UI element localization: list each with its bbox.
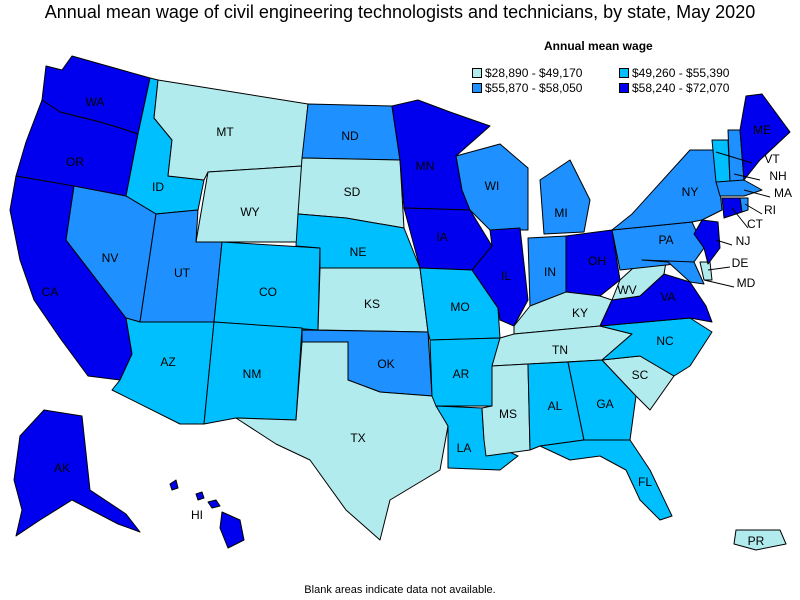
- state-label-NJ: NJ: [736, 234, 751, 248]
- state-label-TX: TX: [350, 431, 365, 445]
- state-label-IA: IA: [436, 230, 447, 244]
- state-label-WA: WA: [86, 95, 105, 109]
- state-label-VT: VT: [764, 152, 780, 166]
- footnote: Blank areas indicate data not available.: [304, 584, 496, 596]
- state-DE[interactable]: [699, 261, 713, 281]
- state-NJ[interactable]: [693, 219, 721, 265]
- state-NY[interactable]: [611, 149, 723, 231]
- state-label-CT: CT: [747, 217, 764, 231]
- state-label-MO: MO: [450, 300, 469, 314]
- state-WY[interactable]: [195, 165, 303, 243]
- state-label-LA: LA: [457, 441, 472, 455]
- state-label-OH: OH: [588, 254, 606, 268]
- state-label-OK: OK: [377, 357, 394, 371]
- state-label-TN: TN: [552, 343, 568, 357]
- state-label-CO: CO: [259, 285, 277, 299]
- state-label-MT: MT: [216, 125, 234, 139]
- legend-title: Annual mean wage: [544, 39, 653, 53]
- state-label-NH: NH: [769, 169, 786, 183]
- state-label-FL: FL: [638, 475, 652, 489]
- state-label-MD: MD: [737, 276, 756, 290]
- legend-label-1: $28,890 - $49,170: [485, 66, 583, 80]
- state-label-MS: MS: [499, 407, 517, 421]
- state-label-SD: SD: [344, 185, 361, 199]
- nj-leader-line: [715, 239, 733, 246]
- state-label-ND: ND: [341, 129, 359, 143]
- state-label-PA: PA: [658, 233, 673, 247]
- state-IL[interactable]: [471, 227, 529, 327]
- state-label-GA: GA: [596, 397, 613, 411]
- state-TX[interactable]: [235, 341, 449, 541]
- ri-leader-line: [744, 203, 763, 215]
- state-label-HI: HI: [191, 508, 203, 522]
- state-label-UT: UT: [174, 266, 191, 280]
- state-MD[interactable]: [641, 259, 705, 285]
- state-label-WV: WV: [617, 283, 636, 297]
- state-label-IN: IN: [544, 265, 556, 279]
- state-ME[interactable]: [739, 93, 791, 181]
- state-OH[interactable]: [565, 229, 621, 297]
- legend-item-4: $58,240 - $72,070: [619, 81, 729, 95]
- state-label-VA: VA: [660, 290, 675, 304]
- legend-label-4: $58,240 - $72,070: [632, 81, 730, 95]
- state-FL[interactable]: [539, 439, 673, 521]
- state-label-NM: NM: [243, 367, 262, 381]
- state-label-KY: KY: [572, 306, 588, 320]
- state-GA[interactable]: [567, 359, 637, 441]
- state-label-IL: IL: [501, 269, 511, 283]
- state-label-OR: OR: [66, 155, 84, 169]
- state-AR[interactable]: [429, 337, 501, 407]
- de-leader-line: [707, 266, 731, 271]
- state-label-AK: AK: [54, 461, 70, 475]
- state-MI[interactable]: [539, 159, 591, 235]
- state-MA[interactable]: [715, 179, 763, 197]
- legend-item-2: $49,260 - $55,390: [619, 66, 729, 80]
- state-label-DE: DE: [732, 256, 749, 270]
- state-PR[interactable]: [733, 529, 787, 551]
- state-label-AL: AL: [548, 399, 563, 413]
- ma-leader-line: [743, 189, 771, 198]
- state-HI[interactable]: [169, 479, 245, 549]
- state-label-MA: MA: [774, 186, 792, 200]
- vt-leader-line: [715, 151, 753, 164]
- state-label-AZ: AZ: [160, 355, 175, 369]
- legend-item-1: $28,890 - $49,170: [472, 66, 582, 80]
- legend-swatch-1: [472, 68, 482, 78]
- state-label-NE: NE: [350, 245, 367, 259]
- state-label-MN: MN: [416, 159, 435, 173]
- state-label-WY: WY: [240, 205, 259, 219]
- map-title: Annual mean wage of civil engineering te…: [44, 2, 756, 22]
- legend-swatch-2: [619, 68, 629, 78]
- legend-item-3: $55,870 - $58,050: [472, 81, 582, 95]
- state-AK[interactable]: [13, 409, 141, 537]
- state-label-SC: SC: [632, 368, 649, 382]
- state-label-NV: NV: [102, 251, 119, 265]
- state-label-WI: WI: [485, 179, 500, 193]
- state-label-ID: ID: [152, 180, 164, 194]
- state-label-MI: MI: [554, 206, 567, 220]
- legend-swatch-3: [472, 83, 482, 93]
- ct-leader-line: [731, 207, 749, 229]
- state-label-NC: NC: [656, 334, 674, 348]
- state-label-CA: CA: [42, 285, 59, 299]
- state-label-KS: KS: [364, 297, 380, 311]
- md-leader-line: [703, 279, 735, 288]
- legend-label-3: $55,870 - $58,050: [485, 81, 583, 95]
- state-label-ME: ME: [753, 123, 771, 137]
- state-label-RI: RI: [764, 203, 776, 217]
- state-NC[interactable]: [599, 317, 713, 377]
- state-RI[interactable]: [739, 197, 749, 213]
- state-label-AR: AR: [453, 367, 470, 381]
- legend-label-2: $49,260 - $55,390: [632, 66, 730, 80]
- state-label-PR: PR: [748, 534, 765, 548]
- nh-leader-line: [733, 173, 761, 181]
- state-label-NY: NY: [682, 185, 699, 199]
- legend-swatch-4: [619, 83, 629, 93]
